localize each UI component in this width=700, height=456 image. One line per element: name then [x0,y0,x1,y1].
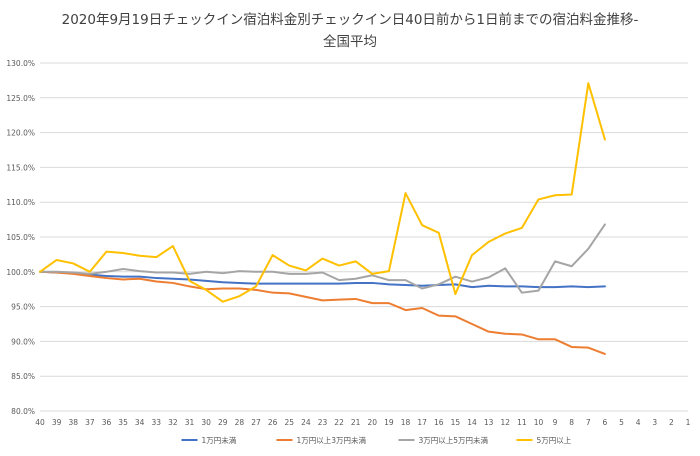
x-tick-label: 24 [301,418,311,427]
x-tick-label: 29 [218,418,228,427]
x-tick-label: 4 [636,418,641,427]
x-tick-label: 11 [517,418,527,427]
x-tick-label: 38 [68,418,78,427]
y-tick-label: 80.0% [11,407,35,416]
series-layer [39,82,606,355]
x-tick-label: 21 [351,418,361,427]
y-tick-label: 125.0% [6,94,35,103]
x-tick-label: 13 [484,418,494,427]
series-line [39,270,606,289]
y-tick-label: 120.0% [6,129,35,138]
x-tick-label: 28 [235,418,245,427]
x-tick-label: 8 [569,418,574,427]
x-tick-label: 22 [334,418,344,427]
x-tick-label: 20 [368,418,378,427]
x-tick-label: 2 [669,418,674,427]
x-axis: 40 39 38 37 36 35 34 33 32 31 30 29 28 27 26 25 24 23 22 21… [35,418,690,427]
x-tick-label: 17 [417,418,427,427]
x-tick-label: 26 [268,418,278,427]
x-tick-label: 7 [586,418,591,427]
y-tick-label: 85.0% [11,372,35,381]
x-tick-label: 35 [118,418,128,427]
x-tick-label: 15 [451,418,461,427]
x-tick-label: 30 [201,418,211,427]
y-tick-label: 130.0% [6,59,35,68]
legend: 1万円未満 1万円以上3万円未満 3万円以上5万円未満 5万円以上 [181,435,572,445]
y-tick-label: 105.0% [6,233,35,242]
series-line [39,82,606,303]
y-tick-label: 95.0% [11,303,35,312]
y-tick-label: 100.0% [6,268,35,277]
x-tick-label: 25 [284,418,294,427]
x-tick-label: 18 [401,418,411,427]
x-tick-label: 19 [384,418,394,427]
grid-layer [40,62,688,412]
x-tick-label: 33 [152,418,162,427]
legend-label: 1万円以上3万円未満 [297,435,367,445]
x-tick-label: 9 [553,418,558,427]
series-line [39,270,606,355]
y-tick-label: 90.0% [11,337,35,346]
x-tick-label: 6 [603,418,608,427]
x-tick-label: 23 [318,418,328,427]
x-tick-label: 37 [85,418,95,427]
y-tick-label: 110.0% [6,198,35,207]
chart-title-line-1: 2020年9月19日チェックイン宿泊料金別チェックイン日40日前から1日前までの… [61,12,639,28]
chart-title-line-2: 全国平均 [323,34,377,50]
x-tick-label: 10 [534,418,544,427]
x-tick-label: 39 [52,418,62,427]
x-tick-label: 12 [500,418,510,427]
x-tick-label: 27 [251,418,261,427]
x-tick-label: 16 [434,418,444,427]
x-tick-label: 36 [102,418,112,427]
x-tick-label: 1 [686,418,691,427]
x-tick-label: 34 [135,418,145,427]
x-tick-label: 3 [652,418,657,427]
x-tick-label: 40 [35,418,45,427]
y-tick-label: 115.0% [6,163,35,172]
legend-label: 1万円未満 [202,435,237,445]
x-tick-label: 5 [619,418,624,427]
x-tick-label: 31 [185,418,195,427]
legend-label: 3万円以上5万円未満 [419,435,489,445]
legend-label: 5万円以上 [537,436,572,445]
x-tick-label: 14 [467,418,477,427]
series-line [39,223,606,294]
x-tick-label: 32 [168,418,178,427]
y-axis: 80.0% 85.0% 90.0% 95.0% 100.0% 105.0% 110.0% 11… [6,59,35,416]
